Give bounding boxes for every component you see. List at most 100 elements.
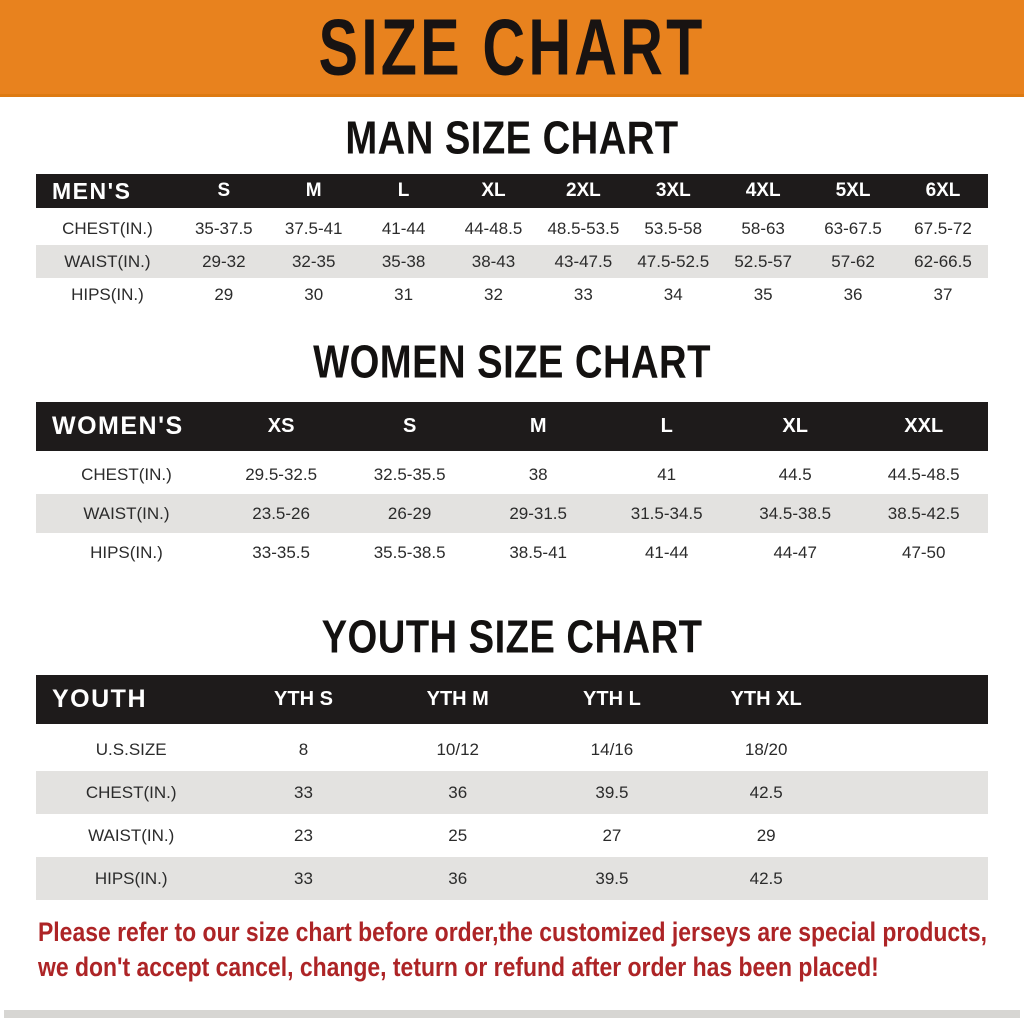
size-cell: 44.5-48.5 <box>859 455 988 494</box>
column-header: XS <box>216 402 346 455</box>
size-cell: 39.5 <box>534 857 690 900</box>
spacer-cell <box>843 728 988 771</box>
size-cell: 29 <box>178 278 269 311</box>
spacer-cell <box>843 857 988 900</box>
table-row: WAIST(IN.) 29-32 32-35 35-38 38-43 43-47.5 47.… <box>36 245 988 278</box>
table-row: HIPS(IN.) 29 30 31 32 33 34 35 36 37 <box>36 278 988 311</box>
heading-text: WOMEN SIZE CHART <box>313 335 711 388</box>
size-cell: 30 <box>268 278 359 311</box>
size-cell: 23.5-26 <box>216 494 346 533</box>
section-women-size-chart: WOMEN SIZE CHART WOMEN'S XS S M L XL XXL CHEST(I… <box>0 339 1024 572</box>
column-header: 5XL <box>808 174 898 212</box>
size-cell: 32.5-35.5 <box>345 455 474 494</box>
size-cell: 34 <box>628 278 719 311</box>
size-cell: 10/12 <box>380 728 535 771</box>
size-cell: 41-44 <box>602 533 731 572</box>
row-label: HIPS(IN.) <box>36 278 179 311</box>
banner-title: SIZE CHART <box>318 2 706 92</box>
section-youth-size-chart: YOUTH SIZE CHART YOUTH YTH S YTH M YTH L YTH … <box>0 614 1024 900</box>
size-cell: 34.5-38.5 <box>730 494 860 533</box>
size-chart-banner: SIZE CHART <box>0 0 1024 97</box>
size-cell: 48.5-53.5 <box>538 212 629 245</box>
row-label: CHEST(IN.) <box>36 212 179 245</box>
size-cell: 47.5-52.5 <box>628 245 719 278</box>
size-cell: 39.5 <box>534 771 690 814</box>
table-row: HIPS(IN.) 33-35.5 35.5-38.5 38.5-41 41-44 44-… <box>36 533 988 572</box>
bottom-edge-strip <box>4 1010 1020 1018</box>
youth-size-chart-heading: YOUTH SIZE CHART <box>0 610 1024 663</box>
table-row: WAIST(IN.) 23.5-26 26-29 29-31.5 31.5-34.5 34… <box>36 494 988 533</box>
table-corner-label: WOMEN'S <box>36 402 217 455</box>
man-size-table: MEN'S S M L XL 2XL 3XL 4XL 5XL 6XL CHEST(IN.) 35-37… <box>36 174 988 311</box>
size-cell: 23 <box>226 814 381 857</box>
column-header: YTH XL <box>689 675 844 728</box>
size-cell: 47-50 <box>859 533 988 572</box>
size-cell: 29 <box>689 814 844 857</box>
size-cell: 58-63 <box>718 212 809 245</box>
size-cell: 37 <box>897 278 988 311</box>
row-label: WAIST(IN.) <box>36 814 227 857</box>
size-cell: 33 <box>226 771 381 814</box>
row-label: U.S.SIZE <box>36 728 227 771</box>
column-header: L <box>602 402 731 455</box>
size-cell: 33 <box>226 857 381 900</box>
column-header: YTH S <box>226 675 381 728</box>
column-header: M <box>268 174 359 212</box>
table-row: WAIST(IN.) 23 25 27 29 <box>36 814 988 857</box>
size-cell: 25 <box>380 814 535 857</box>
size-chart-sections: MAN SIZE CHART MEN'S S M L XL 2XL 3XL 4XL 5XL 6XL C… <box>0 115 1024 900</box>
size-cell: 41 <box>602 455 731 494</box>
size-cell: 38 <box>473 455 603 494</box>
table-header-row: WOMEN'S XS S M L XL XXL <box>36 402 988 455</box>
size-cell: 32-35 <box>268 245 359 278</box>
row-label: HIPS(IN.) <box>36 533 217 572</box>
row-label: CHEST(IN.) <box>36 771 227 814</box>
row-label: HIPS(IN.) <box>36 857 227 900</box>
disclaimer-line-2: we don't accept cancel, change, teturn o… <box>38 952 879 983</box>
size-cell: 37.5-41 <box>268 212 359 245</box>
column-header: M <box>473 402 603 455</box>
heading-text: MAN SIZE CHART <box>345 111 679 164</box>
size-cell: 35-38 <box>358 245 449 278</box>
size-cell: 14/16 <box>534 728 690 771</box>
size-cell: 32 <box>448 278 539 311</box>
women-size-chart-heading: WOMEN SIZE CHART <box>0 335 1024 388</box>
size-cell: 57-62 <box>808 245 898 278</box>
table-corner-label: YOUTH <box>36 675 227 728</box>
size-cell: 31.5-34.5 <box>602 494 731 533</box>
table-header-row: MEN'S S M L XL 2XL 3XL 4XL 5XL 6XL <box>36 174 988 212</box>
table-header-row: YOUTH YTH S YTH M YTH L YTH XL <box>36 675 988 728</box>
size-cell: 38.5-41 <box>473 533 603 572</box>
size-cell: 27 <box>534 814 690 857</box>
table-row: U.S.SIZE 8 10/12 14/16 18/20 <box>36 728 988 771</box>
size-cell: 33 <box>538 278 629 311</box>
size-cell: 53.5-58 <box>628 212 719 245</box>
disclaimer-note: Please refer to our size chart before or… <box>0 916 1024 984</box>
size-cell: 67.5-72 <box>897 212 988 245</box>
size-cell: 42.5 <box>689 771 844 814</box>
size-cell: 35.5-38.5 <box>345 533 474 572</box>
size-cell: 38.5-42.5 <box>859 494 988 533</box>
size-cell: 33-35.5 <box>216 533 346 572</box>
column-header: 6XL <box>897 174 988 212</box>
size-cell: 44.5 <box>730 455 860 494</box>
section-man-size-chart: MAN SIZE CHART MEN'S S M L XL 2XL 3XL 4XL 5XL 6XL C… <box>0 115 1024 311</box>
size-cell: 52.5-57 <box>718 245 809 278</box>
column-header: S <box>178 174 269 212</box>
heading-text: YOUTH SIZE CHART <box>321 610 703 663</box>
column-header: 2XL <box>538 174 629 212</box>
column-header: XL <box>730 402 860 455</box>
size-cell: 36 <box>380 771 535 814</box>
women-size-table: WOMEN'S XS S M L XL XXL CHEST(IN.) 29.5-32.5 32.5… <box>36 402 988 572</box>
size-cell: 62-66.5 <box>897 245 988 278</box>
size-cell: 42.5 <box>689 857 844 900</box>
spacer-cell <box>843 675 988 728</box>
size-cell: 43-47.5 <box>538 245 629 278</box>
spacer-cell <box>843 771 988 814</box>
size-cell: 8 <box>226 728 381 771</box>
column-header: L <box>358 174 449 212</box>
youth-size-table: YOUTH YTH S YTH M YTH L YTH XL U.S.SIZE 8 10/12… <box>36 675 988 900</box>
row-label: WAIST(IN.) <box>36 494 217 533</box>
size-cell: 31 <box>358 278 449 311</box>
